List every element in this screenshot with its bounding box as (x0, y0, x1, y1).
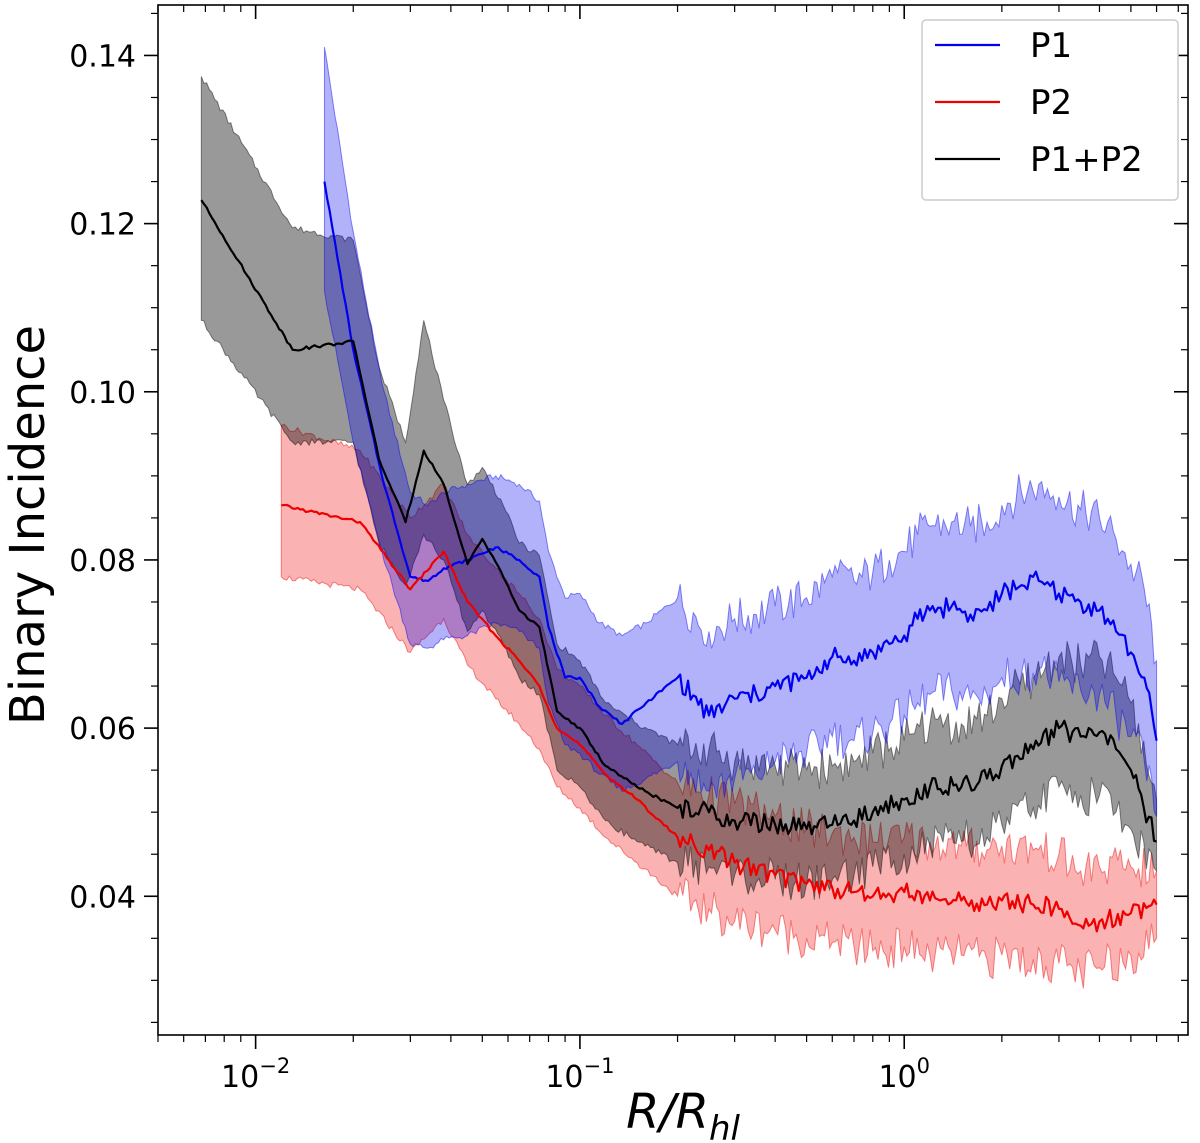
x-tick-label-exponent: 0 (917, 1054, 930, 1078)
x-tick-label-base: 10 (545, 1060, 583, 1095)
x-axis-label-main: R/R (626, 1084, 709, 1140)
x-tick-labels: 10−2 10−1 100 (221, 1054, 930, 1095)
x-tick-label-exponent: −2 (259, 1054, 290, 1078)
legend-item-p1-p2: P1+P2 (935, 140, 1143, 180)
y-tick-label: 0.12 (69, 208, 136, 243)
legend-label-p2: P2 (1030, 83, 1072, 123)
legend-label-p1: P1 (1030, 26, 1072, 66)
x-tick-label: 10−2 (221, 1054, 290, 1095)
legend-item-p1: P1 (935, 26, 1072, 66)
plot-frame (157, 4, 1189, 1036)
x-tick-label: 10−1 (545, 1054, 614, 1095)
y-tick-labels: 0.04 0.06 0.08 0.10 0.12 0.14 (69, 39, 136, 915)
y-axis-label: Binary Incidence (0, 325, 56, 725)
y-tick-label: 0.08 (69, 544, 136, 579)
x-axis-label: R/Rhl (626, 1084, 740, 1143)
legend-label-p1-p2: P1+P2 (1030, 140, 1143, 180)
line-p1-p2 (200, 199, 1157, 843)
y-tick-label: 0.14 (69, 39, 136, 74)
legend: P1 P2 P1+P2 (921, 19, 1179, 201)
legend-box (921, 19, 1179, 201)
x-tick-label-exponent: −1 (584, 1054, 615, 1078)
series-lines (200, 181, 1158, 933)
y-tick-label: 0.06 (69, 712, 136, 747)
x-tick-label: 100 (878, 1054, 930, 1095)
line-p2 (281, 503, 1158, 933)
band-p1 (323, 46, 1158, 817)
band-p2 (280, 423, 1158, 989)
axis-ticks (144, 5, 1188, 1049)
line-p1 (323, 181, 1158, 741)
x-tick-label-base: 10 (878, 1060, 916, 1095)
y-tick-label: 0.10 (69, 376, 136, 411)
x-axis-label-subscript: hl (709, 1109, 741, 1143)
legend-item-p2: P2 (935, 83, 1072, 123)
x-tick-label-base: 10 (221, 1060, 259, 1095)
y-tick-label: 0.04 (69, 880, 136, 915)
